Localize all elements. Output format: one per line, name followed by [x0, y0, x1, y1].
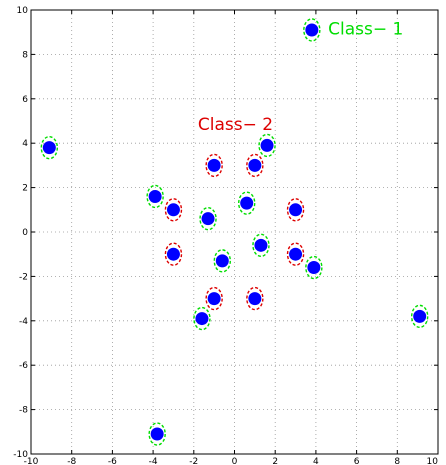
- point-marker: [166, 247, 180, 261]
- y-tick-label: -10: [13, 450, 28, 460]
- grid: [31, 10, 438, 454]
- data-point: [146, 184, 164, 209]
- class2-marker-ring: [205, 153, 223, 178]
- y-tick-label: 10: [17, 6, 29, 16]
- class1-marker-ring: [258, 133, 276, 158]
- point-marker: [195, 312, 209, 326]
- data-point: [246, 153, 264, 178]
- data-point: [286, 242, 305, 266]
- x-tick-label: 0: [232, 457, 238, 465]
- annotations: Class− 1 Class− 2: [198, 19, 403, 134]
- data-point: [205, 153, 223, 178]
- class-label: Class− 2: [198, 115, 273, 135]
- class1-marker-ring: [193, 306, 211, 331]
- y-tick-label: -2: [19, 272, 28, 282]
- x-tick-label: 10: [427, 457, 439, 465]
- class2-marker-ring: [286, 198, 305, 222]
- point-marker: [42, 141, 56, 155]
- class1-marker-ring: [40, 135, 59, 160]
- x-tick-label: 8: [394, 457, 400, 465]
- point-marker: [289, 203, 303, 217]
- point-marker: [413, 309, 427, 323]
- y-tick-label: 2: [22, 184, 28, 194]
- class2-marker-ring: [246, 286, 264, 311]
- axis-ticks: [30, 9, 439, 455]
- y-tick-label: 0: [22, 228, 28, 238]
- y-tick-label: 6: [22, 95, 28, 105]
- class1-marker-ring: [410, 304, 429, 329]
- data-point: [303, 18, 321, 42]
- point-marker: [307, 261, 321, 275]
- data-point: [246, 286, 264, 311]
- point-marker: [260, 138, 274, 152]
- data-point: [164, 198, 183, 222]
- class1-marker-ring: [252, 233, 270, 258]
- x-tick-label: -10: [24, 457, 39, 465]
- point-marker: [150, 427, 164, 441]
- data-points: [40, 18, 429, 446]
- class1-marker-ring: [213, 249, 231, 273]
- x-tick-label: -6: [108, 457, 117, 465]
- data-point: [148, 422, 166, 446]
- data-point: [258, 133, 276, 158]
- y-tick-labels: -10 -8 -6 -4 -2 0 2 4 6 8 10: [13, 6, 28, 460]
- point-marker: [166, 203, 180, 217]
- y-tick-label: 4: [22, 139, 28, 149]
- data-point: [252, 233, 270, 258]
- class-label: Class− 1: [328, 19, 403, 39]
- point-marker: [148, 189, 162, 203]
- data-point: [40, 135, 59, 160]
- y-tick-label: -8: [19, 406, 28, 416]
- point-marker: [207, 158, 221, 172]
- data-point: [199, 206, 217, 231]
- data-point: [213, 249, 231, 273]
- y-tick-label: -4: [19, 317, 28, 327]
- class1-marker-ring: [148, 422, 166, 446]
- y-tick-label: 8: [22, 50, 28, 60]
- x-tick-label: 6: [354, 457, 360, 465]
- data-point: [193, 306, 211, 331]
- class1-marker-ring: [199, 206, 217, 231]
- x-tick-label: -4: [149, 457, 158, 465]
- data-point: [205, 286, 223, 311]
- point-marker: [254, 238, 268, 252]
- x-tick-label: 4: [313, 457, 319, 465]
- x-tick-label: -2: [189, 457, 198, 465]
- data-point: [286, 198, 305, 222]
- point-marker: [207, 292, 221, 306]
- class1-marker-ring: [303, 18, 321, 42]
- x-tick-labels: -10 -8 -6 -4 -2 0 2 4 6 8 10: [24, 457, 439, 465]
- x-tick-label: 2: [272, 457, 278, 465]
- data-point: [410, 304, 429, 329]
- point-marker: [289, 247, 303, 261]
- point-marker: [305, 23, 319, 37]
- class2-marker-ring: [205, 286, 223, 311]
- y-tick-label: -6: [19, 361, 28, 371]
- data-point: [164, 242, 183, 266]
- class1-marker-ring: [305, 255, 323, 280]
- data-point: [238, 191, 256, 215]
- point-marker: [201, 212, 215, 226]
- class1-marker-ring: [146, 184, 164, 209]
- point-marker: [248, 158, 262, 172]
- plot-frame: [30, 9, 439, 455]
- point-marker: [240, 196, 254, 210]
- class2-marker-ring: [246, 153, 264, 178]
- class1-marker-ring: [238, 191, 256, 215]
- class2-marker-ring: [164, 198, 183, 222]
- data-point: [305, 255, 323, 280]
- point-marker: [248, 292, 262, 306]
- x-tick-label: -8: [67, 457, 76, 465]
- point-marker: [215, 254, 229, 268]
